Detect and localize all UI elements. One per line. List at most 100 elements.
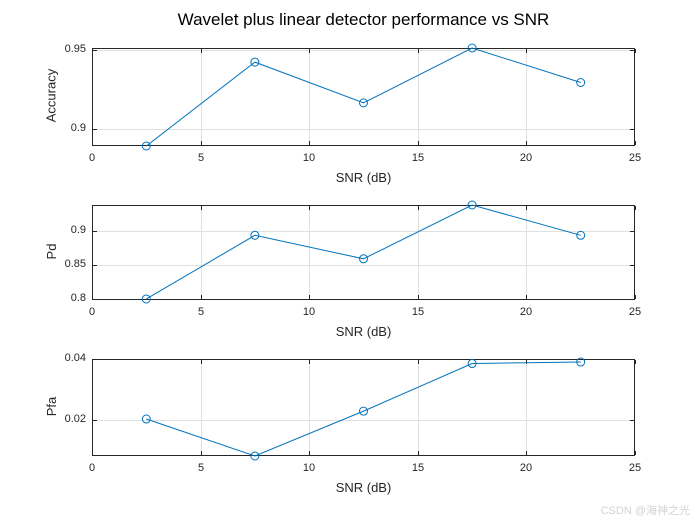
horizontal-gridline: [92, 50, 635, 51]
x-tick-label: 15: [411, 462, 425, 474]
y-tick-mark: [630, 299, 634, 300]
vertical-gridline: [418, 359, 419, 456]
x-tick-label: 5: [197, 306, 205, 318]
vertical-gridline: [526, 48, 527, 146]
x-tick-label: 5: [197, 152, 205, 164]
y-tick-label: 0.95: [64, 43, 86, 55]
x-tick-label: 25: [628, 306, 642, 318]
y-tick-mark: [93, 420, 97, 421]
y-tick-mark: [630, 359, 634, 360]
watermark-text: CSDN @海神之光: [600, 505, 690, 517]
x-tick-mark: [201, 451, 202, 455]
x-tick-mark: [635, 141, 636, 145]
vertical-gridline: [309, 359, 310, 456]
data-point-marker: [250, 451, 260, 461]
data-point-marker: [359, 254, 368, 264]
y-tick-mark: [630, 420, 634, 421]
axes-frame: [92, 48, 635, 146]
x-tick-mark: [309, 451, 310, 455]
series-line: [145, 47, 581, 147]
x-tick-mark: [418, 49, 419, 53]
x-tick-mark: [635, 49, 636, 53]
x-tick-mark: [418, 141, 419, 145]
data-series-pfa-vs-snr: [141, 357, 586, 461]
vertical-gridline: [309, 48, 310, 146]
x-tick-mark: [635, 295, 636, 299]
x-tick-mark: [201, 206, 202, 210]
y-tick-mark: [93, 299, 97, 300]
vertical-gridline: [526, 205, 527, 300]
x-tick-mark: [309, 141, 310, 145]
data-point-marker: [141, 294, 151, 304]
x-tick-mark: [526, 49, 527, 53]
x-tick-mark: [92, 206, 93, 210]
chart-title: Wavelet plus linear detector performance…: [177, 10, 550, 29]
y-tick-mark: [93, 359, 97, 360]
y-axis-label: Pfa: [44, 396, 59, 417]
data-point-marker: [359, 98, 368, 108]
data-point-marker: [576, 230, 586, 240]
y-tick-label: 0.85: [64, 258, 86, 270]
y-tick-mark: [630, 50, 634, 51]
axes-frame: [92, 359, 635, 456]
data-point-marker: [141, 414, 151, 424]
y-tick-mark: [93, 265, 97, 266]
data-point-marker: [141, 141, 151, 151]
x-axis-label: SNR (dB): [335, 480, 392, 495]
y-tick-label: 0.8: [70, 292, 86, 304]
y-tick-label: 0.9: [70, 122, 86, 134]
x-tick-mark: [526, 451, 527, 455]
horizontal-gridline: [92, 265, 635, 266]
x-axis-label: SNR (dB): [335, 170, 392, 185]
vertical-gridline: [309, 205, 310, 300]
x-tick-mark: [418, 206, 419, 210]
x-tick-mark: [309, 206, 310, 210]
data-point-marker: [250, 57, 260, 67]
x-tick-label: 15: [411, 152, 425, 164]
x-tick-mark: [92, 141, 93, 145]
x-tick-mark: [635, 451, 636, 455]
x-tick-mark: [92, 451, 93, 455]
x-tick-label: 15: [411, 306, 425, 318]
data-series-pd-vs-snr: [141, 200, 586, 304]
x-axis-label: SNR (dB): [335, 324, 392, 339]
x-tick-mark: [309, 49, 310, 53]
x-tick-mark: [201, 49, 202, 53]
x-tick-mark: [201, 360, 202, 364]
data-point-marker: [250, 230, 260, 240]
x-tick-mark: [418, 360, 419, 364]
y-tick-mark: [93, 50, 97, 51]
data-point-marker: [576, 357, 586, 367]
x-tick-label: 25: [628, 152, 642, 164]
y-tick-label: 0.9: [70, 224, 86, 236]
data-point-marker: [467, 359, 477, 369]
data-point-marker: [467, 43, 477, 53]
y-tick-mark: [93, 231, 97, 232]
x-tick-mark: [526, 360, 527, 364]
series-line: [146, 361, 581, 457]
x-tick-mark: [309, 360, 310, 364]
horizontal-gridline: [92, 129, 635, 130]
axes-frame: [92, 205, 635, 300]
x-tick-label: 0: [88, 462, 96, 474]
x-tick-mark: [526, 206, 527, 210]
x-tick-mark: [418, 451, 419, 455]
data-point-marker: [359, 406, 368, 416]
vertical-gridline: [418, 205, 419, 300]
vertical-gridline: [201, 48, 202, 146]
vertical-gridline: [418, 48, 419, 146]
x-tick-mark: [201, 295, 202, 299]
x-tick-mark: [92, 49, 93, 53]
data-series-accuracy-vs-snr: [141, 43, 586, 151]
y-tick-label: 0.02: [64, 413, 86, 425]
x-tick-label: 10: [302, 152, 316, 164]
x-tick-label: 25: [628, 462, 642, 474]
y-tick-label: 0.04: [64, 352, 86, 364]
vertical-gridline: [526, 359, 527, 456]
data-point-marker: [467, 200, 477, 210]
x-tick-label: 10: [302, 306, 316, 318]
vertical-gridline: [201, 359, 202, 456]
x-tick-mark: [201, 141, 202, 145]
